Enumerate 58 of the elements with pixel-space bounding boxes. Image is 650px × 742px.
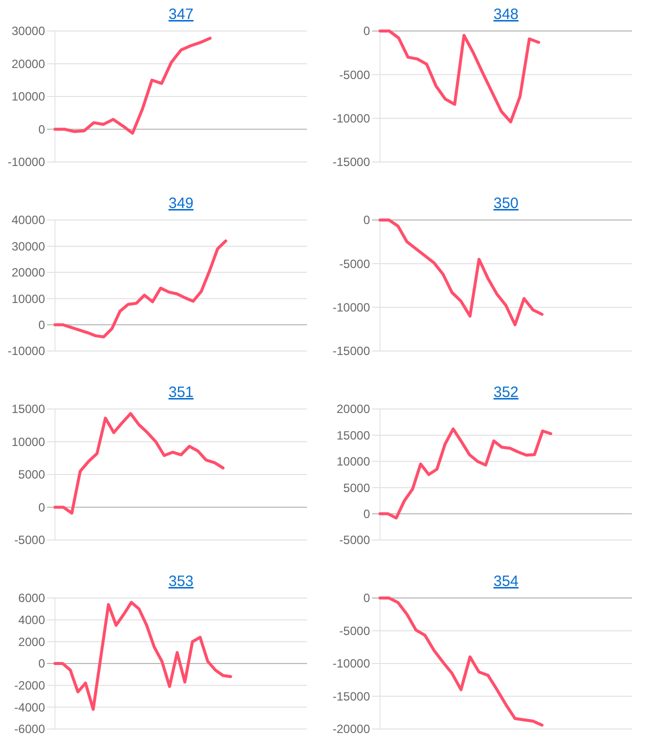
chart-title: 349 [168, 195, 194, 212]
y-tick-label: -2000 [14, 678, 46, 693]
y-tick-label: -5000 [14, 533, 46, 548]
chart-title: 350 [493, 195, 519, 212]
y-tick-label: 0 [363, 507, 370, 521]
y-tick-label: -15000 [332, 344, 370, 358]
y-tick-label: 20000 [12, 266, 46, 280]
y-tick-label: -5000 [339, 68, 370, 82]
y-tick-label: -10000 [332, 300, 370, 315]
y-tick-label: 5000 [343, 480, 370, 495]
y-tick-label: -10000 [332, 656, 370, 671]
y-tick-label: 30000 [12, 24, 46, 38]
line-series [378, 218, 544, 326]
y-tick-label: 10000 [12, 434, 46, 449]
y-tick-label: 15000 [12, 402, 46, 416]
y-tick-label: 20000 [12, 56, 46, 71]
y-tick-label: -10000 [8, 155, 46, 170]
y-tick-label: 6000 [18, 591, 46, 606]
chart-title: 353 [168, 573, 194, 590]
y-tick-label: -4000 [14, 700, 46, 714]
y-tick-label: 5000 [18, 468, 46, 482]
y-tick-label: 0 [38, 318, 46, 332]
y-tick-label: -15000 [332, 155, 370, 170]
y-tick-label: 0 [363, 213, 370, 228]
chart-title: 348 [493, 6, 519, 23]
y-tick-label: 0 [38, 500, 46, 514]
y-tick-label: 10000 [12, 292, 46, 306]
line-series [378, 596, 544, 727]
line-series [54, 600, 232, 711]
line-series [54, 412, 224, 515]
y-tick-label: 0 [363, 591, 370, 606]
y-tick-label: -20000 [332, 722, 370, 736]
y-tick-label: 10000 [12, 90, 46, 104]
y-tick-label: -10000 [332, 112, 370, 126]
y-tick-label: 4000 [18, 613, 46, 628]
y-tick-label: 15000 [336, 428, 370, 442]
line-series [54, 36, 212, 135]
y-tick-label: -6000 [14, 722, 46, 736]
y-tick-label: 2000 [18, 634, 46, 649]
y-tick-label: 40000 [12, 213, 46, 228]
line-series [378, 427, 552, 520]
y-tick-label: -5000 [339, 533, 370, 548]
chart-title: 354 [493, 573, 519, 590]
y-tick-label: 30000 [12, 239, 46, 254]
y-tick-label: 0 [363, 24, 370, 38]
chart-title: 351 [168, 384, 194, 401]
chart-title: 352 [493, 384, 519, 401]
line-series [378, 30, 540, 124]
y-tick-label: -10000 [8, 344, 46, 358]
chart-title: 347 [168, 6, 194, 23]
y-tick-label: 0 [38, 122, 46, 136]
y-tick-label: -15000 [332, 689, 370, 704]
y-tick-label: 10000 [336, 454, 370, 469]
y-tick-label: -5000 [339, 624, 370, 638]
y-tick-label: 0 [38, 656, 46, 671]
y-tick-label: -5000 [339, 256, 370, 271]
line-series [54, 239, 228, 338]
y-tick-label: 20000 [336, 402, 370, 416]
